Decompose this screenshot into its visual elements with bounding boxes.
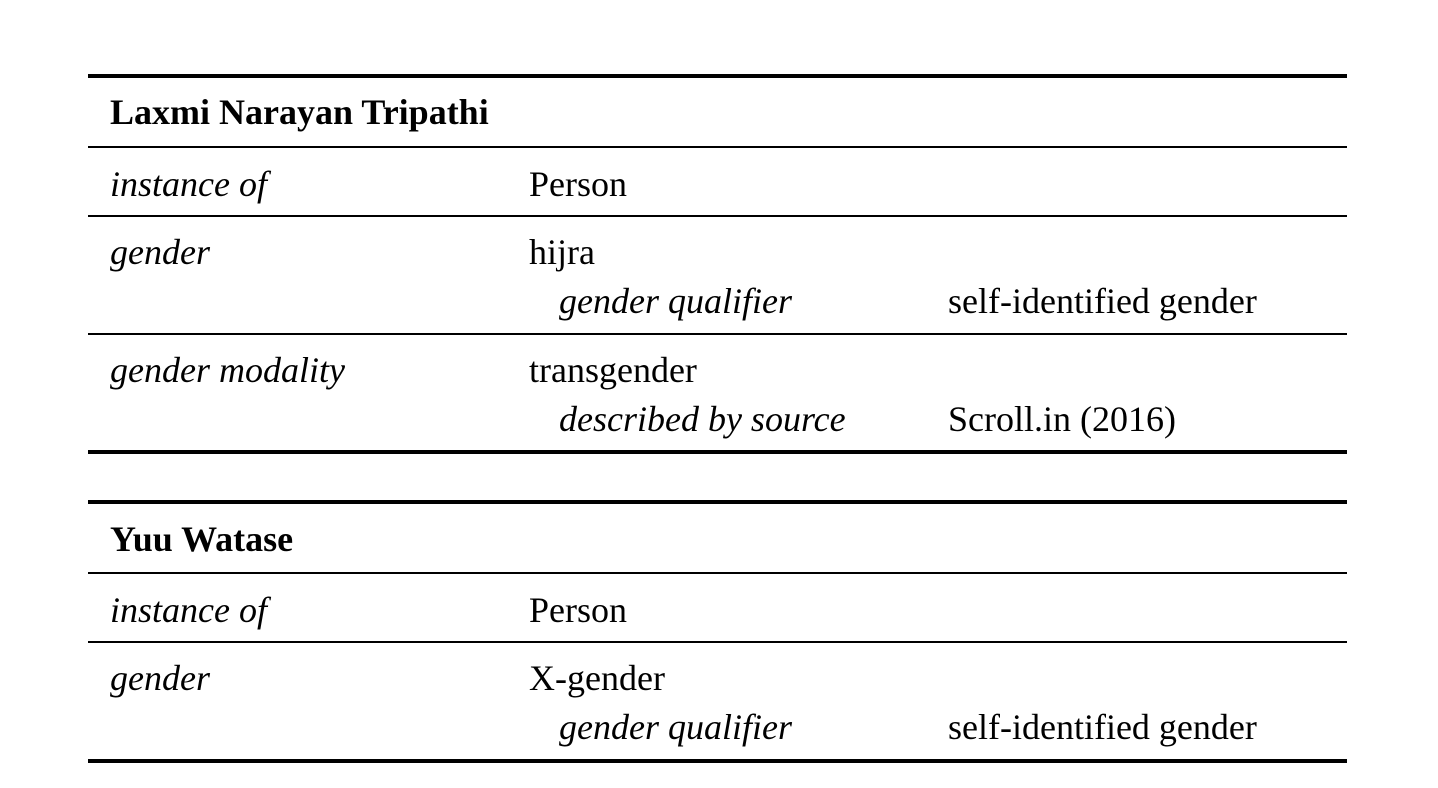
property-label: gender modality (110, 350, 345, 390)
bottom-rule (88, 759, 1347, 763)
property-value: transgender (529, 350, 697, 390)
qualifier-label: gender qualifier (559, 707, 792, 747)
property-value: Person (529, 164, 627, 204)
property-value: Person (529, 590, 627, 630)
row-divider (88, 572, 1347, 574)
top-rule (88, 74, 1347, 78)
entity-table-yuu-watase: Yuu Watase instance of Person gender X-g… (88, 500, 1347, 766)
property-label: instance of (110, 164, 267, 204)
row-divider (88, 641, 1347, 643)
qualifier-value: self-identified gender (948, 281, 1257, 321)
top-rule (88, 500, 1347, 504)
qualifier-value: Scroll.in (2016) (948, 399, 1176, 439)
entity-table-laxmi-narayan-tripathi: Laxmi Narayan Tripathi instance of Perso… (88, 74, 1347, 456)
qualifier-value: self-identified gender (948, 707, 1257, 747)
row-divider (88, 333, 1347, 335)
property-label: instance of (110, 590, 267, 630)
property-value: hijra (529, 232, 595, 272)
entity-heading: Laxmi Narayan Tripathi (110, 92, 489, 132)
row-divider (88, 215, 1347, 217)
entity-heading: Yuu Watase (110, 519, 294, 559)
bottom-rule (88, 450, 1347, 454)
qualifier-label: described by source (559, 399, 846, 439)
property-label: gender (110, 658, 210, 698)
qualifier-label: gender qualifier (559, 281, 792, 321)
property-label: gender (110, 232, 210, 272)
row-divider (88, 146, 1347, 148)
property-value: X-gender (529, 658, 665, 698)
